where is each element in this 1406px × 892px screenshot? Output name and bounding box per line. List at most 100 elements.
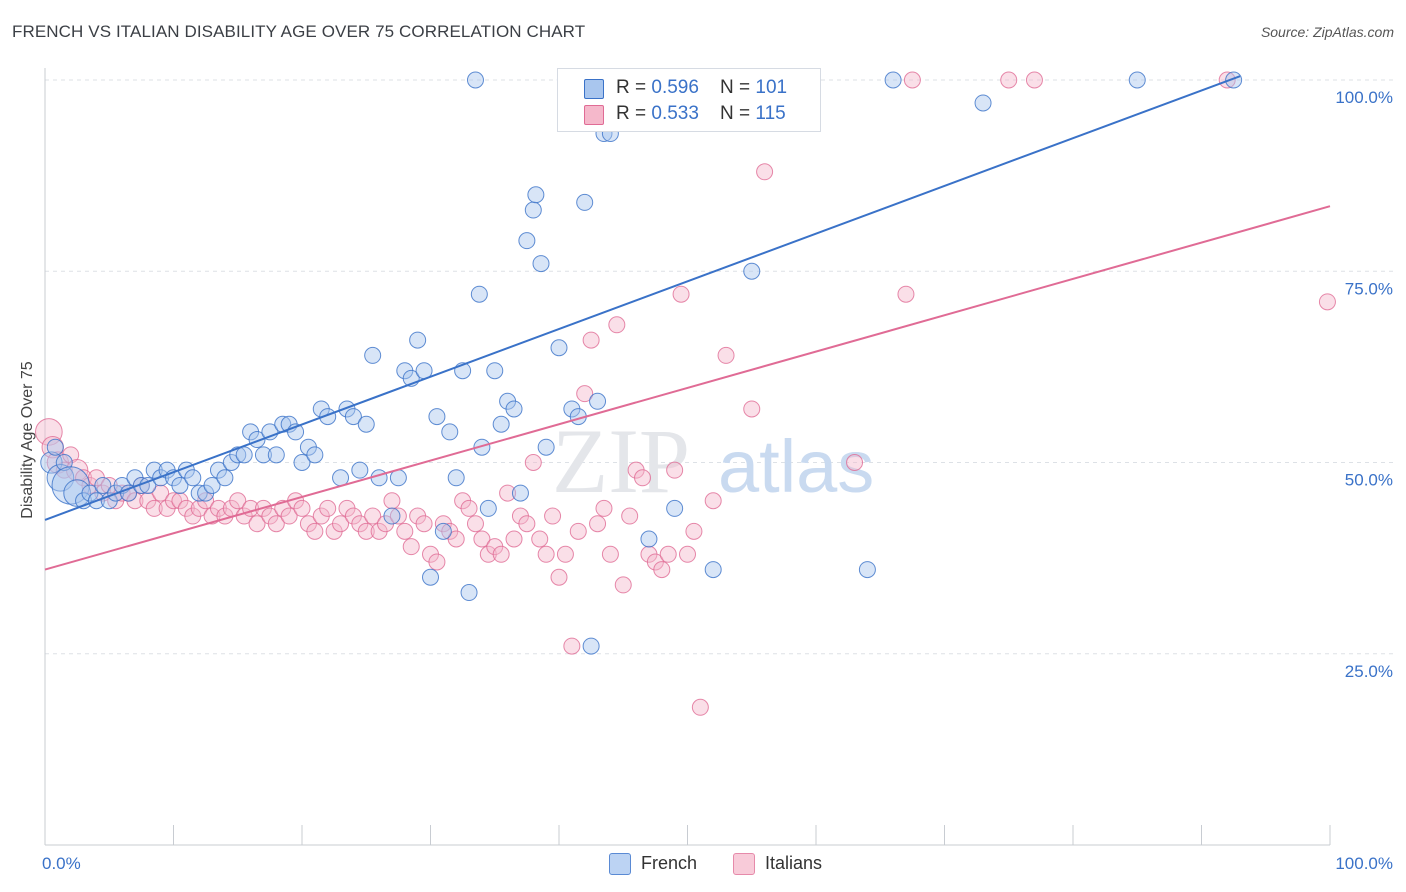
- italians-point: [280, 507, 298, 525]
- french-point: [550, 339, 568, 357]
- y-tick-label: 75.0%: [1345, 279, 1393, 298]
- italians-point: [267, 515, 285, 533]
- french-point: [537, 438, 555, 456]
- legend-label-french: French: [641, 853, 698, 873]
- french-point: [293, 454, 311, 471]
- french-point: [203, 476, 221, 494]
- french-point: [441, 423, 459, 441]
- french-point: [332, 469, 350, 487]
- legend-r-value-italians: 0.533: [651, 103, 699, 124]
- french-point: [486, 362, 504, 380]
- italians-point: [145, 499, 163, 517]
- italians-point: [492, 545, 510, 563]
- french-point: [434, 522, 452, 540]
- italians-point: [550, 568, 568, 586]
- italians-point: [531, 530, 549, 548]
- french-point: [216, 469, 234, 487]
- italians-point: [544, 507, 562, 525]
- french-point: [666, 499, 684, 517]
- swatch-french: [609, 853, 631, 875]
- italians-point: [473, 530, 491, 548]
- italians-point: [659, 545, 677, 563]
- italians-point: [666, 461, 684, 479]
- watermark-atlas: atlas: [718, 425, 874, 508]
- legend-n-label: N =: [720, 77, 756, 98]
- french-point: [428, 408, 446, 426]
- french-point: [422, 568, 439, 586]
- italians-point: [293, 499, 311, 517]
- french-point: [884, 71, 902, 89]
- french-point: [589, 392, 607, 410]
- french-point: [974, 94, 992, 112]
- french-point: [473, 438, 491, 456]
- italians-point: [1025, 71, 1043, 89]
- italians-point: [563, 637, 581, 655]
- french-point: [479, 499, 497, 517]
- italians-point: [364, 507, 382, 525]
- italians-point: [608, 316, 626, 334]
- series-legend: French Italians: [0, 852, 1406, 876]
- french-trend-line: [44, 75, 1241, 521]
- italians-point: [846, 454, 864, 471]
- french-point: [492, 415, 510, 433]
- french-point: [132, 476, 150, 494]
- french-point: [190, 484, 208, 502]
- italians-point: [595, 499, 613, 517]
- italians-point: [903, 71, 921, 89]
- y-tick-label: 100.0%: [1335, 88, 1393, 107]
- swatch-italians: [733, 853, 755, 875]
- french-point: [267, 446, 285, 464]
- y-tick-label: 25.0%: [1345, 662, 1393, 681]
- french-point: [466, 71, 484, 89]
- legend-r-value-french: 0.596: [651, 77, 699, 98]
- legend-n-value-italians: 115: [755, 103, 786, 124]
- italians-point: [1318, 293, 1336, 311]
- italians-point: [537, 545, 555, 563]
- legend-row-french: R = 0.596 N = 101: [558, 76, 820, 100]
- legend-swatch-italians: [584, 105, 604, 125]
- french-point: [46, 438, 64, 456]
- legend-n-value-french: 101: [755, 77, 788, 98]
- italians-point: [466, 515, 484, 533]
- french-point: [743, 262, 761, 280]
- italians-point: [505, 530, 523, 548]
- italians-point: [165, 492, 182, 510]
- italians-point: [460, 499, 478, 517]
- french-point: [447, 469, 465, 487]
- italians-point: [428, 553, 446, 571]
- french-point: [63, 479, 91, 507]
- italians-point: [332, 515, 350, 533]
- french-point: [460, 584, 478, 602]
- french-point: [254, 446, 272, 464]
- french-point: [120, 484, 138, 502]
- italians-point: [447, 530, 465, 548]
- legend-text-french: R = 0.596 N = 101: [616, 77, 787, 99]
- x-tick-label-min: 0.0%: [42, 854, 81, 873]
- italians-point: [1000, 71, 1018, 89]
- legend-swatch-french: [584, 79, 604, 99]
- french-point: [171, 476, 189, 494]
- italians-point: [614, 576, 632, 594]
- french-point: [505, 400, 523, 418]
- french-point: [235, 446, 253, 464]
- stats-legend: R = 0.596 N = 101 R = 0.533 N = 115: [557, 68, 821, 132]
- italians-point: [402, 538, 420, 556]
- trend-lines: [44, 75, 1331, 571]
- french-point: [184, 469, 202, 487]
- french-point: [409, 331, 427, 349]
- x-tick-label-max: 100.0%: [1335, 854, 1393, 873]
- axes: [44, 68, 1331, 846]
- french-point: [858, 561, 876, 579]
- french-point: [582, 637, 600, 655]
- legend-text-italians: R = 0.533 N = 115: [616, 103, 786, 125]
- italians-point: [499, 484, 517, 502]
- italians-point: [685, 522, 703, 540]
- italians-point: [306, 522, 324, 540]
- legend-row-italians: R = 0.533 N = 115: [558, 102, 820, 126]
- french-point: [344, 408, 362, 426]
- french-point: [357, 415, 375, 433]
- italians-point: [524, 454, 542, 471]
- italians-point: [672, 285, 690, 303]
- italians-point: [679, 545, 696, 563]
